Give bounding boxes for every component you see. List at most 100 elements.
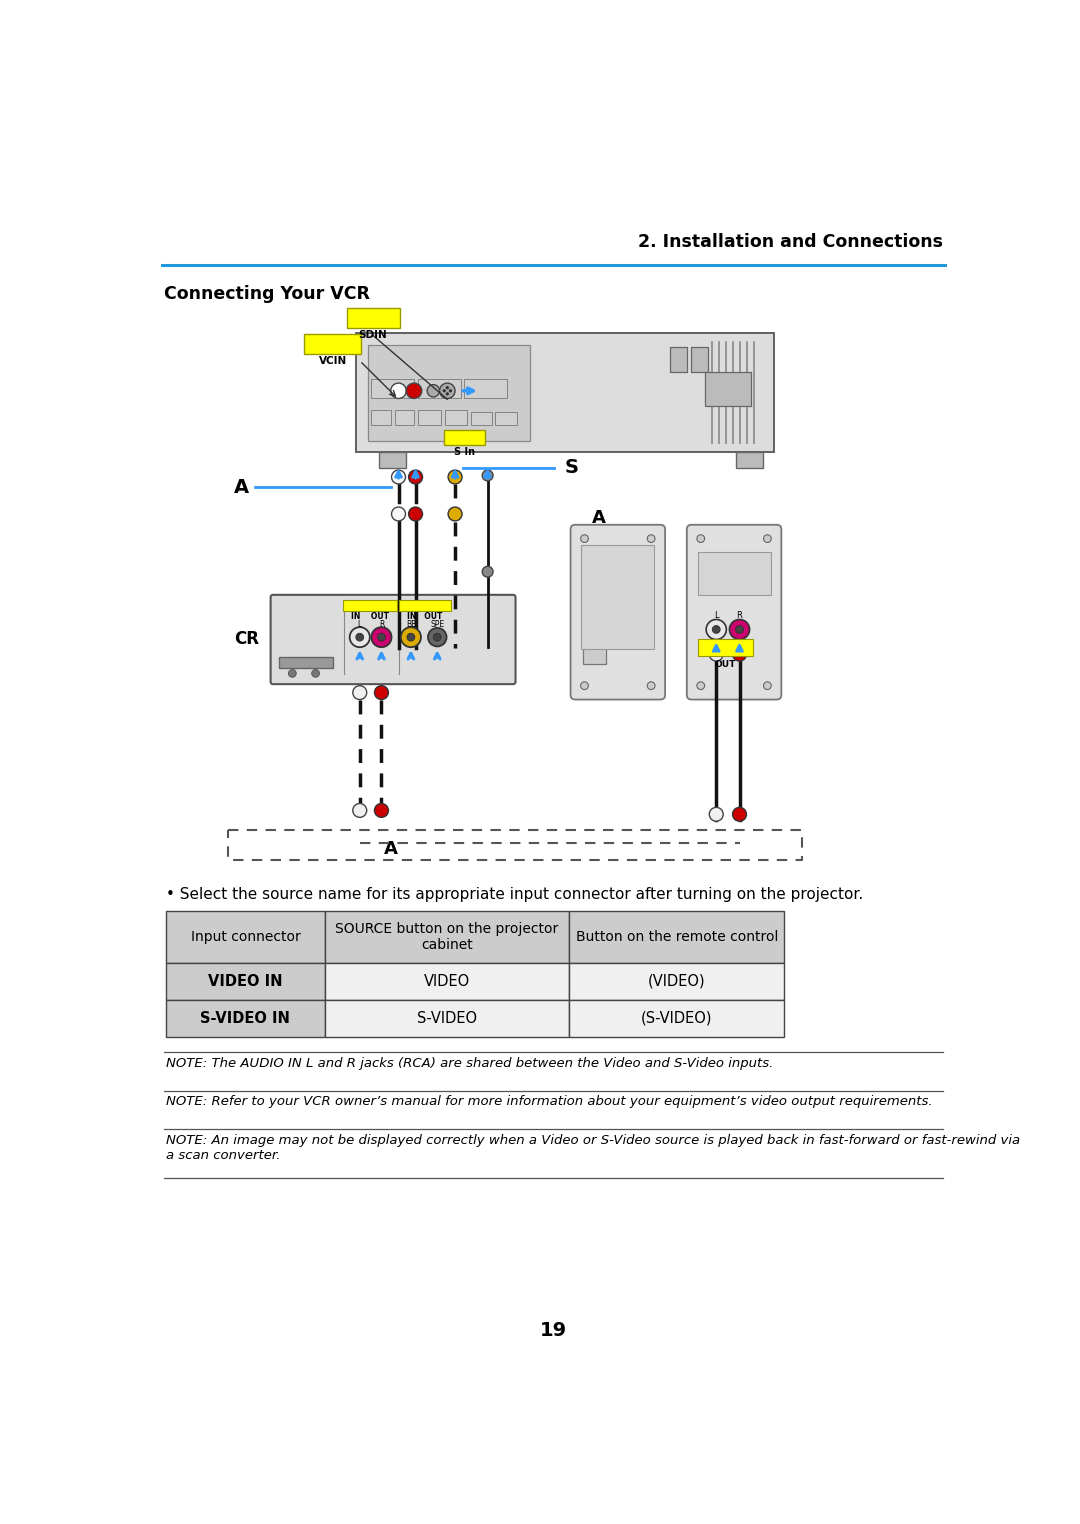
Text: (VIDEO): (VIDEO): [648, 974, 705, 989]
Bar: [418, 410, 441, 425]
Bar: [471, 411, 492, 425]
Text: S-VIDEO IN: S-VIDEO IN: [201, 1010, 291, 1026]
Bar: [367, 344, 530, 440]
Bar: [166, 910, 325, 963]
Circle shape: [428, 628, 446, 646]
Circle shape: [448, 469, 462, 485]
Bar: [698, 640, 754, 657]
Bar: [166, 1000, 325, 1036]
Bar: [670, 347, 687, 372]
Circle shape: [732, 808, 746, 821]
Bar: [279, 657, 334, 668]
Circle shape: [482, 469, 494, 482]
FancyBboxPatch shape: [271, 594, 515, 684]
Circle shape: [732, 648, 746, 661]
Text: Input connector: Input connector: [190, 930, 300, 943]
Bar: [394, 410, 414, 425]
Bar: [735, 453, 762, 468]
Bar: [496, 411, 517, 425]
Circle shape: [764, 535, 771, 543]
Bar: [569, 910, 784, 963]
Circle shape: [288, 669, 296, 677]
Text: OUT: OUT: [715, 660, 737, 669]
Text: R: R: [379, 620, 384, 628]
Bar: [325, 1000, 569, 1036]
Bar: [325, 910, 569, 963]
Circle shape: [407, 634, 415, 642]
Text: VIDEO IN: VIDEO IN: [208, 974, 283, 989]
Text: NOTE: An image may not be displayed correctly when a Video or S-Video source is : NOTE: An image may not be displayed corr…: [166, 1134, 1021, 1161]
Circle shape: [392, 469, 405, 485]
Bar: [399, 600, 451, 611]
Bar: [418, 379, 460, 398]
Circle shape: [433, 634, 441, 642]
Circle shape: [710, 648, 724, 661]
Circle shape: [353, 803, 367, 817]
Bar: [372, 410, 391, 425]
Text: NOTE: The AUDIO IN L and R jacks (RCA) are shared between the Video and S-Video : NOTE: The AUDIO IN L and R jacks (RCA) a…: [166, 1056, 773, 1070]
Text: A: A: [383, 840, 397, 858]
Text: S: S: [565, 459, 579, 477]
Bar: [342, 600, 397, 611]
Circle shape: [375, 803, 389, 817]
Bar: [698, 553, 770, 594]
Text: S-VIDEO: S-VIDEO: [417, 1010, 477, 1026]
Circle shape: [391, 383, 406, 398]
Text: BB: BB: [406, 620, 416, 628]
Circle shape: [706, 619, 727, 640]
Circle shape: [408, 469, 422, 485]
Bar: [581, 544, 654, 649]
FancyBboxPatch shape: [570, 524, 665, 700]
Text: NOTE: Refer to your VCR owner’s manual for more information about your equipment: NOTE: Refer to your VCR owner’s manual f…: [166, 1096, 933, 1108]
Text: A: A: [592, 509, 606, 527]
Text: Connecting Your VCR: Connecting Your VCR: [164, 285, 370, 303]
Bar: [569, 963, 784, 1000]
Circle shape: [713, 626, 720, 634]
Text: R: R: [737, 611, 742, 620]
Text: 19: 19: [540, 1321, 567, 1340]
FancyBboxPatch shape: [303, 334, 362, 354]
Text: SOURCE button on the projector
cabinet: SOURCE button on the projector cabinet: [335, 922, 558, 952]
Circle shape: [353, 686, 367, 700]
Circle shape: [375, 686, 389, 700]
Bar: [704, 372, 751, 407]
Text: A: A: [234, 477, 249, 497]
Text: IN    OUT: IN OUT: [351, 613, 389, 620]
Circle shape: [764, 681, 771, 689]
Circle shape: [372, 628, 392, 648]
Text: 2. Installation and Connections: 2. Installation and Connections: [637, 233, 943, 250]
Circle shape: [440, 383, 455, 398]
Circle shape: [406, 383, 422, 398]
Text: • Select the source name for its appropriate input connector after turning on th: • Select the source name for its appropr…: [166, 887, 863, 902]
Circle shape: [697, 681, 704, 689]
Bar: [325, 963, 569, 1000]
FancyBboxPatch shape: [347, 308, 400, 328]
Bar: [569, 1000, 784, 1036]
Bar: [356, 334, 774, 453]
Circle shape: [482, 567, 494, 578]
Circle shape: [729, 619, 750, 640]
Bar: [445, 410, 467, 425]
Bar: [691, 347, 707, 372]
Text: SDIN: SDIN: [359, 331, 388, 340]
Circle shape: [443, 390, 445, 392]
Bar: [464, 379, 507, 398]
Circle shape: [392, 507, 405, 521]
Text: S In: S In: [454, 447, 475, 457]
Circle shape: [710, 808, 724, 821]
Text: IN   OUT: IN OUT: [407, 613, 443, 620]
Circle shape: [647, 681, 656, 689]
Circle shape: [408, 507, 422, 521]
Circle shape: [312, 669, 320, 677]
Text: VCIN: VCIN: [319, 355, 347, 366]
Text: L: L: [714, 611, 718, 620]
Circle shape: [647, 535, 656, 543]
Text: SPE: SPE: [430, 620, 444, 628]
Circle shape: [448, 507, 462, 521]
Circle shape: [446, 393, 448, 395]
Bar: [166, 963, 325, 1000]
Circle shape: [378, 634, 386, 642]
Circle shape: [446, 387, 448, 389]
Text: CR: CR: [234, 631, 259, 649]
Circle shape: [697, 535, 704, 543]
